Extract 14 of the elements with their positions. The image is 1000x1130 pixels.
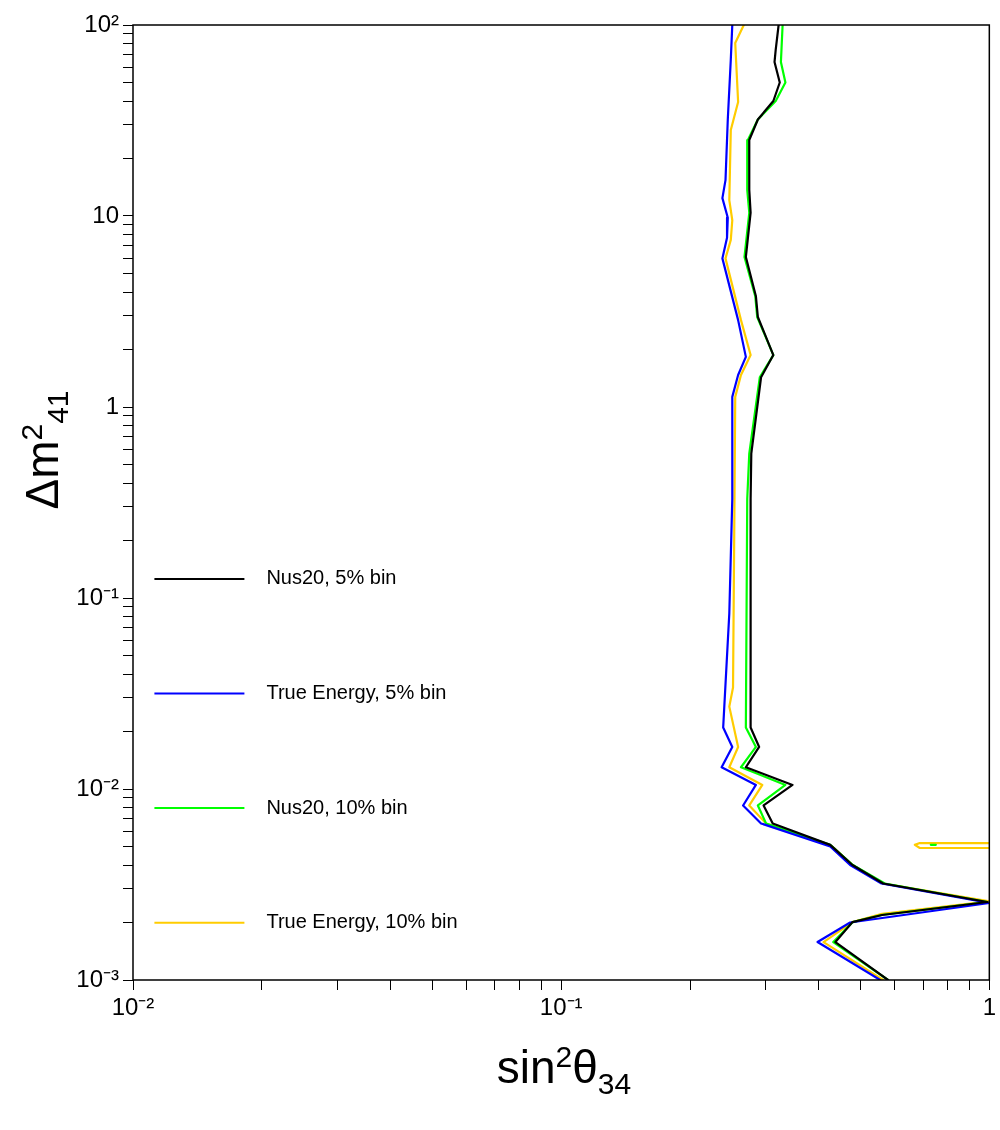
legend-label: True Energy, 5% bin (266, 681, 447, 704)
x-tick-label: 10⁻² (111, 993, 155, 1021)
legend-label: True Energy, 10% bin (266, 910, 458, 933)
x-axis-title: sin$^{2}$θ$_{34}$ (495, 1040, 633, 1101)
x-tick-label: 1 (982, 993, 997, 1021)
y-tick-label: 10⁻³ (76, 964, 120, 992)
y-tick-label: 10² (84, 9, 120, 37)
y-tick-label: 10⁻¹ (76, 582, 120, 610)
y-tick-label: 10⁻² (76, 773, 120, 801)
legend-label: Nus20, 10% bin (266, 795, 408, 818)
legend-label: Nus20, 5% bin (266, 566, 397, 589)
x-tick-label: 10⁻¹ (539, 993, 583, 1021)
y-tick-label: 1 (105, 391, 119, 419)
y-tick-label: 10 (92, 200, 119, 228)
